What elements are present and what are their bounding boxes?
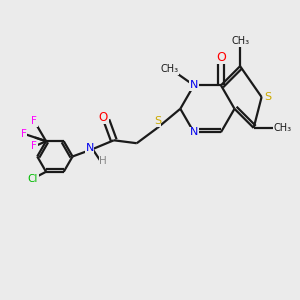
Text: S: S (154, 116, 161, 126)
Text: F: F (21, 129, 27, 139)
Text: O: O (99, 111, 108, 124)
Text: S: S (264, 92, 271, 102)
Text: CH₃: CH₃ (273, 123, 291, 133)
Text: H: H (99, 157, 107, 166)
Text: N: N (190, 80, 198, 90)
Text: N: N (190, 127, 198, 137)
Text: CH₃: CH₃ (160, 64, 178, 74)
Text: N: N (85, 142, 94, 153)
Text: F: F (31, 116, 37, 126)
Text: Cl: Cl (28, 174, 38, 184)
Text: CH₃: CH₃ (231, 36, 249, 46)
Text: O: O (216, 51, 226, 64)
Text: F: F (31, 142, 37, 152)
